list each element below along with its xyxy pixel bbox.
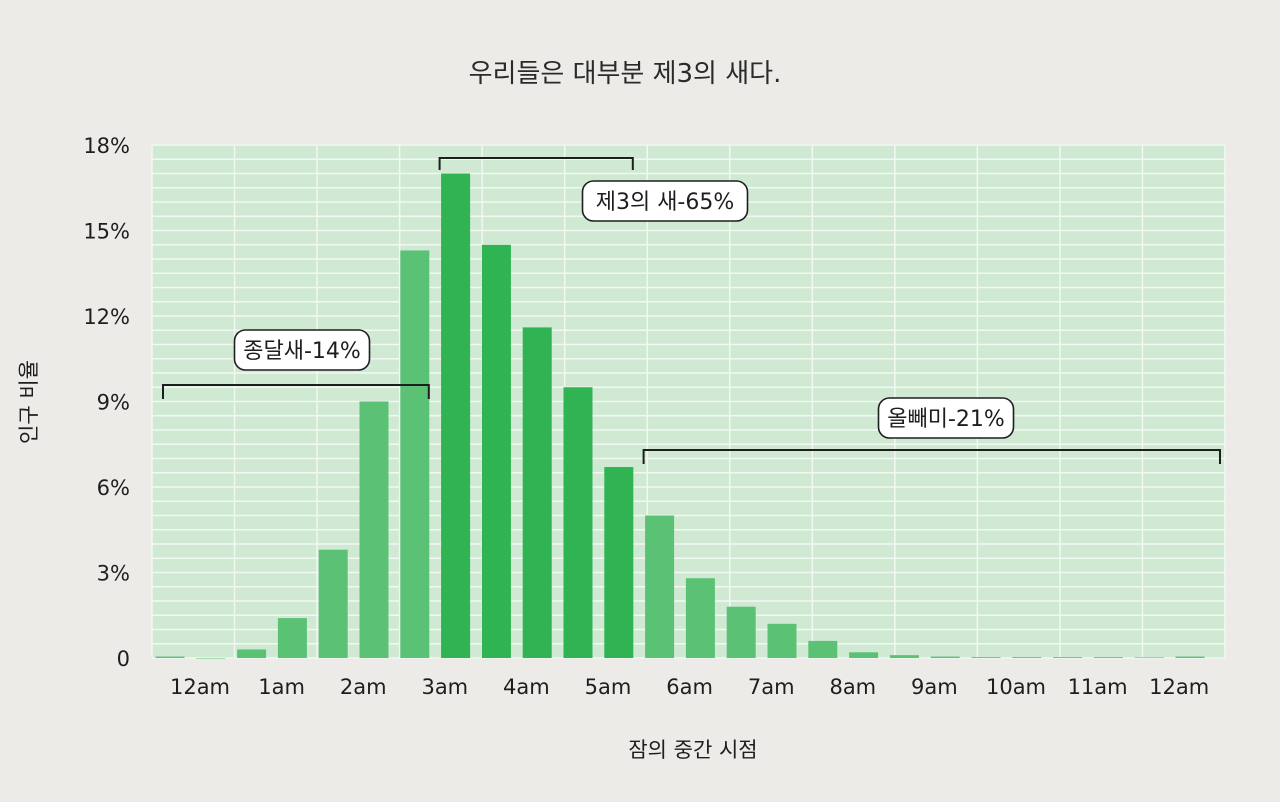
bar (359, 401, 389, 658)
group-label-box (581, 180, 749, 222)
x-axis-ticks: 12am 1am 2am 3am 4am 5am 6am 7am 8am 9am 10am 11am 1… (170, 675, 1209, 699)
x-tick-label: 4am (503, 675, 550, 699)
bar (726, 606, 756, 658)
bar (400, 250, 430, 658)
bar (1134, 657, 1164, 658)
x-axis-label: 잠의 중간 시점 (628, 738, 757, 762)
bar (767, 623, 797, 658)
bar (808, 640, 838, 658)
x-tick-label: 11am (1068, 675, 1128, 699)
bar (522, 327, 552, 658)
bar (971, 657, 1001, 658)
y-tick-label: 12% (83, 305, 130, 329)
x-tick-label: 7am (748, 675, 795, 699)
y-tick-label: 3% (97, 562, 130, 586)
x-tick-label: 8am (829, 675, 876, 699)
x-tick-label: 10am (986, 675, 1046, 699)
bars (155, 173, 1205, 659)
bar (849, 652, 879, 658)
group-bracket (438, 157, 634, 170)
bar (318, 549, 348, 658)
bar (1053, 657, 1083, 658)
group-label: 제3의 새-65% (596, 190, 735, 215)
bar (1175, 656, 1205, 658)
y-axis-label: 인구 비율 (17, 360, 41, 444)
group-bracket (162, 384, 430, 399)
annotations: 종달새-14% 제3의 새-65% 올빼미-21% (162, 157, 1221, 464)
bar (237, 649, 267, 658)
x-tick-label: 12am (1149, 675, 1209, 699)
x-tick-label: 3am (421, 675, 468, 699)
group-label: 종달새-14% (243, 339, 361, 364)
bar (277, 618, 307, 658)
bar (481, 244, 511, 658)
y-tick-label: 15% (83, 220, 130, 244)
x-tick-label: 12am (170, 675, 230, 699)
bar (685, 578, 715, 658)
y-tick-label: 0 (117, 647, 130, 671)
group-label-box (233, 329, 371, 371)
y-tick-label: 6% (97, 476, 130, 500)
x-tick-label: 6am (666, 675, 713, 699)
bar (604, 467, 634, 658)
bar (1093, 657, 1123, 658)
bar (441, 173, 471, 658)
bar (1012, 657, 1042, 658)
x-tick-label: 1am (258, 675, 305, 699)
y-tick-label: 18% (83, 134, 130, 158)
x-tick-label: 5am (585, 675, 632, 699)
bar (889, 655, 919, 658)
bar (645, 515, 675, 658)
bar (930, 656, 960, 658)
group-label: 올빼미-21% (887, 407, 1005, 432)
group-bracket (642, 449, 1221, 464)
x-tick-label: 2am (340, 675, 387, 699)
chart-title: 우리들은 대부분 제3의 새다. (469, 59, 782, 89)
bar (155, 656, 185, 658)
y-tick-label: 9% (97, 391, 130, 415)
y-axis-ticks: 0 3% 6% 9% 12% 15% 18% (83, 134, 130, 671)
bar (196, 658, 226, 659)
x-tick-label: 9am (911, 675, 958, 699)
gridlines (151, 144, 1226, 659)
bar (563, 387, 593, 658)
group-label-box (877, 397, 1015, 439)
